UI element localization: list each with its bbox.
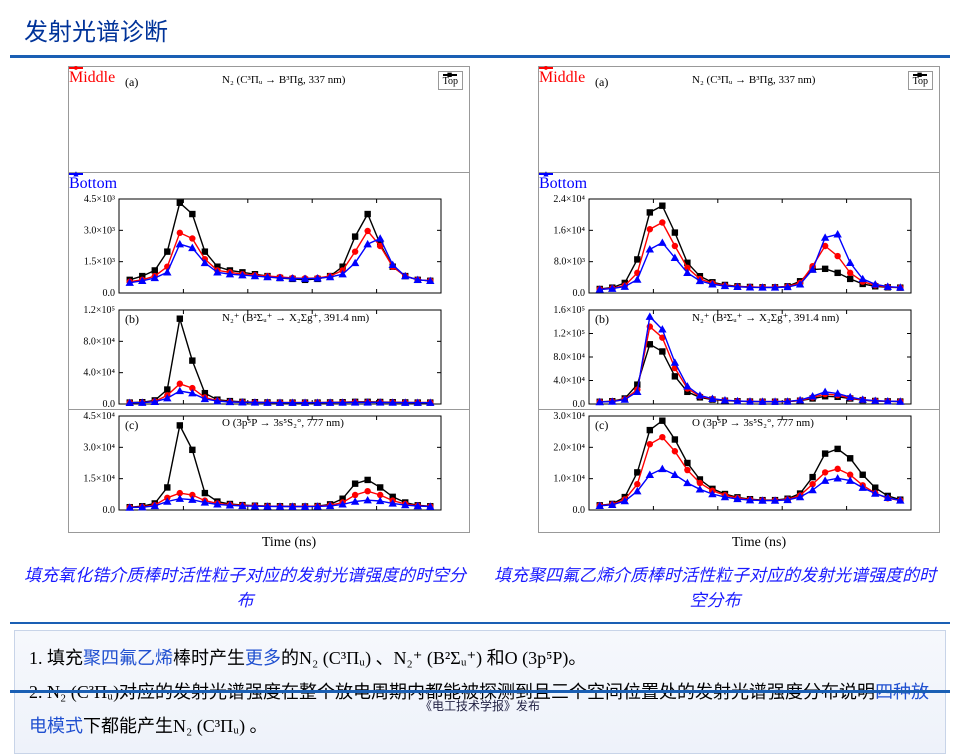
svg-text:2.0×10⁴: 2.0×10⁴: [553, 442, 585, 453]
svg-text:240: 240: [368, 514, 385, 516]
svg-text:1.2×10⁵: 1.2×10⁵: [553, 328, 585, 339]
svg-text:0.0: 0.0: [103, 288, 116, 299]
chart-panel: (c) O (3p⁵P → 3s⁵S₂°, 777 nm) 0.0 1.5×10⁴ 3.…: [69, 410, 469, 532]
panel-label: (b): [125, 312, 139, 327]
caption-right: 填充聚四氟乙烯介质棒时活性粒子对应的发射光谱强度的时空分布: [490, 563, 940, 614]
svg-text:3.0×10⁴: 3.0×10⁴: [83, 442, 115, 453]
page-title: 发射光谱诊断: [0, 0, 960, 55]
svg-text:4.0×10⁴: 4.0×10⁴: [83, 367, 115, 378]
svg-text:120: 120: [710, 514, 727, 516]
svg-text:120: 120: [240, 514, 257, 516]
divider-mid: [10, 622, 950, 624]
chart-panel: (a)N₂ (C³Πᵤ → B³Πg, 337 nm)■Top●Middle: [539, 67, 939, 173]
species-label: N₂ (C³Πᵤ → B³Πg, 337 nm): [692, 74, 815, 86]
panel-label: (a): [595, 75, 608, 90]
svg-text:4.0×10⁴: 4.0×10⁴: [553, 375, 585, 386]
legend-item: ●: [69, 67, 469, 69]
chart-panel: (b) N₂⁺ (B²Σᵤ⁺ → X₂Σg⁺, 391.4 nm) 0.0 4.0×1…: [69, 304, 469, 410]
legend-item: ■: [913, 74, 928, 76]
svg-text:300: 300: [903, 514, 919, 516]
species-label: N₂ (C³Πᵤ → B³Πg, 337 nm): [222, 74, 345, 86]
svg-text:8.0×10⁴: 8.0×10⁴: [83, 336, 115, 347]
svg-text:8.0×10³: 8.0×10³: [554, 256, 585, 267]
svg-text:1.5×10⁴: 1.5×10⁴: [83, 473, 115, 484]
chart-panel: (b) N₂⁺ (B²Σᵤ⁺ → X₂Σg⁺, 391.4 nm) 0.0 4.0×1…: [539, 304, 939, 410]
legend: ■Top: [438, 71, 463, 90]
charts-area: Emission intensity (a.u.) (a)N₂ (C³Πᵤ → …: [0, 58, 960, 559]
svg-text:0: 0: [116, 514, 122, 516]
panel-label: (c): [595, 418, 608, 433]
legend-item: ▲: [69, 173, 469, 175]
svg-text:0.0: 0.0: [573, 505, 586, 516]
legend: ■Top: [908, 71, 933, 90]
svg-text:240: 240: [838, 514, 855, 516]
captions: 填充氧化锆介质棒时活性粒子对应的发射光谱强度的时空分布 填充聚四氟乙烯介质棒时活…: [0, 559, 960, 622]
svg-text:180: 180: [774, 514, 791, 516]
svg-text:0.0: 0.0: [573, 399, 586, 410]
svg-text:3.0×10⁴: 3.0×10⁴: [553, 411, 585, 422]
panel-label: (a): [125, 75, 138, 90]
svg-text:0.0: 0.0: [103, 399, 116, 410]
svg-text:60: 60: [648, 514, 660, 516]
left-column: Emission intensity (a.u.) (a)N₂ (C³Πᵤ → …: [20, 66, 470, 555]
svg-text:300: 300: [433, 514, 449, 516]
species-label: N₂⁺ (B²Σᵤ⁺ → X₂Σg⁺, 391.4 nm): [222, 311, 369, 324]
legend-item: ■: [443, 74, 458, 76]
chart-panel: (c) O (3p⁵P → 3s⁵S₂°, 777 nm) 0.0 1.0×10⁴ 2.…: [539, 410, 939, 532]
svg-text:1.0×10⁴: 1.0×10⁴: [553, 473, 585, 484]
svg-text:4.5×10⁴: 4.5×10⁴: [83, 411, 115, 422]
footer-text: 《电工技术学报》发布: [0, 693, 960, 714]
svg-text:1.2×10⁵: 1.2×10⁵: [83, 305, 115, 316]
svg-text:0.0: 0.0: [573, 288, 586, 299]
svg-text:3.0×10³: 3.0×10³: [84, 225, 115, 236]
svg-text:1.6×10⁵: 1.6×10⁵: [553, 305, 585, 316]
svg-text:0: 0: [586, 514, 592, 516]
svg-text:8.0×10⁴: 8.0×10⁴: [553, 352, 585, 363]
footer: 《电工技术学报》发布: [0, 690, 960, 714]
svg-text:1.5×10³: 1.5×10³: [84, 256, 115, 267]
legend-item: ●: [539, 67, 939, 69]
xlabel-left: Time (ns): [68, 533, 470, 555]
legend-item: ▲: [539, 173, 939, 175]
note-1: 1. 填充聚四氟乙烯棒时产生更多的N₂ (C³Πᵤ) 、N₂⁺ (B²Σᵤ⁺) …: [29, 641, 931, 675]
species-label: N₂⁺ (B²Σᵤ⁺ → X₂Σg⁺, 391.4 nm): [692, 311, 839, 324]
svg-text:60: 60: [178, 514, 190, 516]
svg-text:180: 180: [304, 514, 321, 516]
chart-panel: (a)N₂ (C³Πᵤ → B³Πg, 337 nm)■Top●Middle: [69, 67, 469, 173]
panel-label: (b): [595, 312, 609, 327]
right-column: Emission intensity (a.u.) (a)N₂ (C³Πᵤ → …: [490, 66, 940, 555]
caption-left: 填充氧化锆介质棒时活性粒子对应的发射光谱强度的时空分布: [20, 563, 470, 614]
xlabel-right: Time (ns): [538, 533, 940, 555]
svg-text:1.6×10⁴: 1.6×10⁴: [553, 225, 585, 236]
svg-text:2.4×10⁴: 2.4×10⁴: [553, 194, 585, 205]
svg-text:0.0: 0.0: [103, 505, 116, 516]
species-label: O (3p⁵P → 3s⁵S₂°, 777 nm): [692, 417, 814, 429]
panel-label: (c): [125, 418, 138, 433]
svg-text:4.5×10³: 4.5×10³: [84, 194, 115, 205]
species-label: O (3p⁵P → 3s⁵S₂°, 777 nm): [222, 417, 344, 429]
